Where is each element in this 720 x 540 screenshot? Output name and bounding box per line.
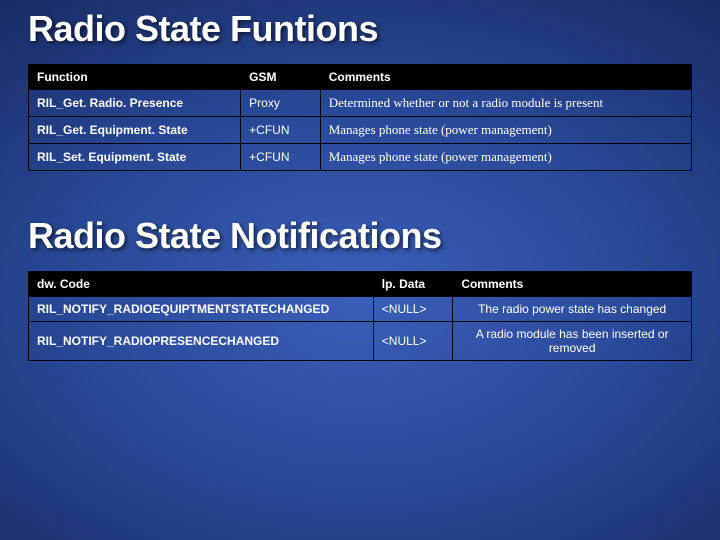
- cell-lpdata: <NULL>: [373, 297, 453, 322]
- cell-comments: The radio power state has changed: [453, 297, 692, 322]
- col-function: Function: [29, 65, 241, 90]
- cell-function: RIL_Get. Radio. Presence: [29, 90, 241, 117]
- table-row: RIL_Set. Equipment. State +CFUN Manages …: [29, 144, 692, 171]
- cell-comments: A radio module has been inserted or remo…: [453, 322, 692, 361]
- table-header-row: dw. Code lp. Data Comments: [29, 272, 692, 297]
- table-row: RIL_Get. Equipment. State +CFUN Manages …: [29, 117, 692, 144]
- cell-function: RIL_Get. Equipment. State: [29, 117, 241, 144]
- cell-comments: Manages phone state (power management): [320, 144, 691, 171]
- section1-title: Radio State Funtions: [28, 8, 692, 50]
- cell-dwcode: RIL_NOTIFY_RADIOEQUIPTMENTSTATECHANGED: [29, 297, 374, 322]
- cell-comments: Manages phone state (power management): [320, 117, 691, 144]
- col-gsm: GSM: [241, 65, 321, 90]
- slide: Radio State Funtions Function GSM Commen…: [0, 0, 720, 540]
- functions-table: Function GSM Comments RIL_Get. Radio. Pr…: [28, 64, 692, 171]
- notifications-table: dw. Code lp. Data Comments RIL_NOTIFY_RA…: [28, 271, 692, 361]
- table-header-row: Function GSM Comments: [29, 65, 692, 90]
- table-row: RIL_NOTIFY_RADIOPRESENCECHANGED <NULL> A…: [29, 322, 692, 361]
- cell-function: RIL_Set. Equipment. State: [29, 144, 241, 171]
- cell-gsm: Proxy: [241, 90, 321, 117]
- cell-comments: Determined whether or not a radio module…: [320, 90, 691, 117]
- section2-title: Radio State Notifications: [28, 215, 692, 257]
- col-comments: Comments: [320, 65, 691, 90]
- col-dwcode: dw. Code: [29, 272, 374, 297]
- col-lpdata: lp. Data: [373, 272, 453, 297]
- table-row: RIL_NOTIFY_RADIOEQUIPTMENTSTATECHANGED <…: [29, 297, 692, 322]
- table-row: RIL_Get. Radio. Presence Proxy Determine…: [29, 90, 692, 117]
- cell-lpdata: <NULL>: [373, 322, 453, 361]
- col-comments: Comments: [453, 272, 692, 297]
- cell-gsm: +CFUN: [241, 117, 321, 144]
- cell-dwcode: RIL_NOTIFY_RADIOPRESENCECHANGED: [29, 322, 374, 361]
- cell-gsm: +CFUN: [241, 144, 321, 171]
